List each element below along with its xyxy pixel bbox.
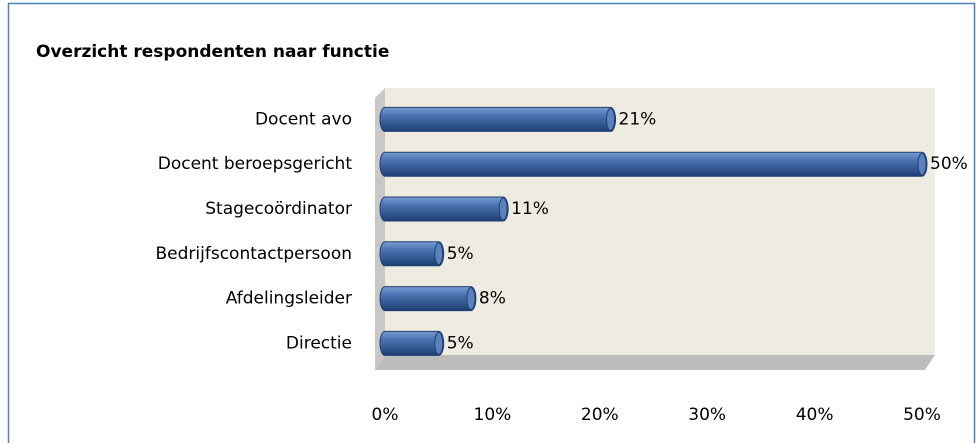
y-tick-label: Directie (286, 333, 352, 353)
bar (379, 330, 445, 356)
chart-title: Overzicht respondenten naar functie (36, 42, 389, 62)
data-label: 11% (511, 199, 549, 219)
bar (379, 241, 445, 267)
x-tick-label: 20% (581, 405, 619, 425)
floor (375, 355, 935, 370)
bar-cap (498, 197, 508, 221)
y-tick-label: Stagecoördinator (205, 199, 352, 219)
x-tick-label: 30% (688, 405, 726, 425)
data-label: 21% (619, 109, 657, 129)
bar (379, 286, 477, 312)
bar (379, 151, 928, 177)
bar-cap (606, 107, 616, 131)
data-label: 5% (447, 244, 474, 264)
data-label: 50% (930, 154, 968, 174)
x-tick-label: 50% (903, 405, 941, 425)
y-tick-label: Afdelingsleider (226, 289, 352, 309)
y-tick-label: Docent beroepsgericht (158, 154, 353, 174)
data-label: 5% (447, 333, 474, 353)
x-tick-label: 40% (796, 405, 834, 425)
x-tick-label: 0% (372, 405, 399, 425)
bar-cap (434, 331, 444, 355)
bar (379, 196, 509, 222)
x-tick-label: 10% (474, 405, 512, 425)
bar-cap (466, 287, 476, 311)
bar-cap (434, 242, 444, 266)
y-tick-label: Bedrijfscontactpersoon (156, 244, 352, 264)
bar (379, 106, 617, 132)
y-tick-label: Docent avo (255, 109, 352, 129)
bar-cap (917, 152, 927, 176)
data-label: 8% (479, 289, 506, 309)
